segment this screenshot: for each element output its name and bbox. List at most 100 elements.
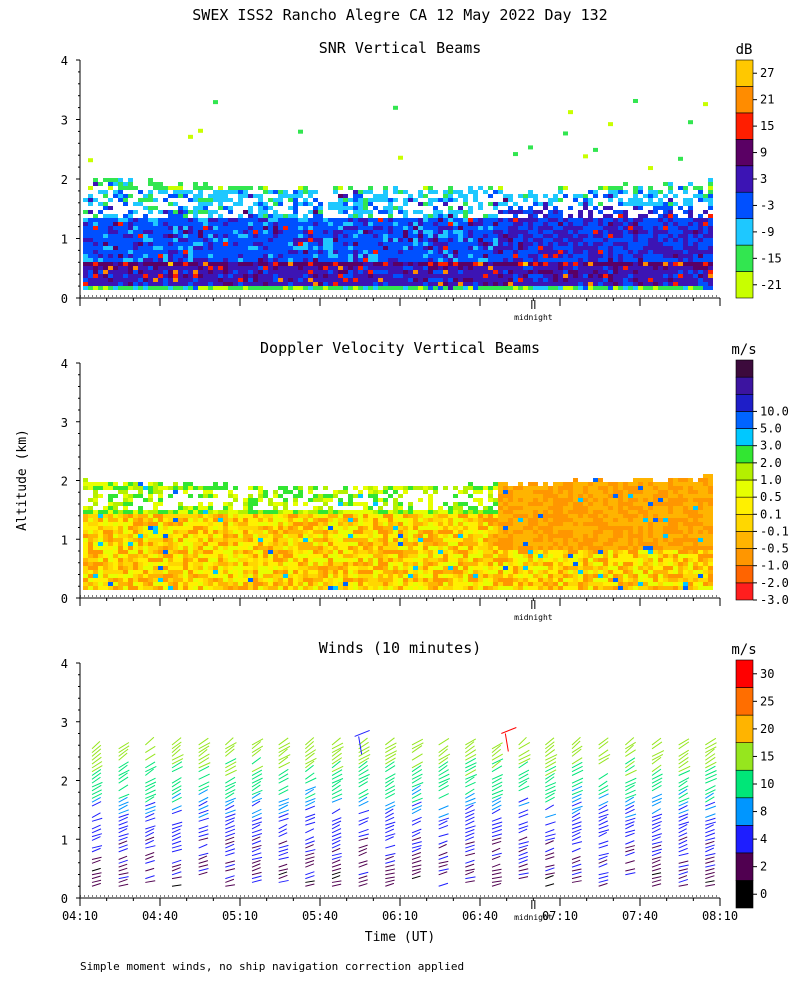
snr-cell [608, 198, 613, 202]
snr-cell [643, 202, 648, 206]
snr-cell [203, 246, 208, 250]
snr-cell [458, 246, 463, 250]
doppler-cell [258, 486, 263, 490]
snr-cell [418, 234, 423, 238]
snr-cell [138, 286, 143, 290]
snr-cell [548, 282, 553, 286]
doppler-cell [163, 586, 168, 590]
snr-cell [403, 278, 408, 282]
doppler-cell [473, 542, 478, 546]
doppler-cell [193, 510, 198, 514]
doppler-cell [133, 482, 138, 486]
snr-cell [93, 238, 98, 242]
colorbar-swatch [735, 165, 754, 193]
snr-cell [583, 262, 588, 266]
doppler-cell [473, 582, 478, 586]
snr-cell [103, 266, 108, 270]
doppler-cell [148, 542, 153, 546]
doppler-cell [93, 494, 98, 498]
doppler-cell [288, 538, 293, 542]
doppler-cell [218, 510, 223, 514]
doppler-cell [468, 514, 473, 518]
doppler-cell [433, 522, 438, 526]
doppler-cell [423, 546, 428, 550]
doppler-cell [378, 534, 383, 538]
doppler-cell [178, 530, 183, 534]
snr-cell [128, 250, 133, 254]
snr-cell [448, 246, 453, 250]
snr-cell [273, 210, 278, 214]
snr-cell [303, 214, 308, 218]
snr-cell [433, 258, 438, 262]
doppler-cell [458, 578, 463, 582]
doppler-cell [398, 502, 403, 506]
doppler-cell [458, 586, 463, 590]
snr-cell [678, 250, 683, 254]
doppler-cell [278, 558, 283, 562]
snr-cell [613, 234, 618, 238]
doppler-cell [468, 510, 473, 514]
doppler-cell [263, 578, 268, 582]
doppler-cell [228, 514, 233, 518]
snr-cell [663, 218, 668, 222]
snr-cell [108, 182, 113, 186]
doppler-cell [328, 494, 333, 498]
snr-cell [213, 222, 218, 226]
snr-cell [693, 230, 698, 234]
snr-cell [408, 230, 413, 234]
snr-cell [558, 190, 563, 194]
doppler-cell [498, 530, 503, 534]
snr-cell [543, 250, 548, 254]
doppler-cell [493, 542, 498, 546]
doppler-cell [368, 550, 373, 554]
doppler-cell [158, 498, 163, 502]
snr-cell [133, 270, 138, 274]
doppler-cell [493, 562, 498, 566]
doppler-cell [263, 490, 268, 494]
doppler-cell [443, 578, 448, 582]
doppler-cell [423, 522, 428, 526]
doppler-cell [363, 570, 368, 574]
doppler-cell [348, 538, 353, 542]
snr-cell [668, 286, 673, 290]
snr-cell [568, 282, 573, 286]
doppler-cell [493, 510, 498, 514]
doppler-cell [233, 558, 238, 562]
doppler-cell [373, 578, 378, 582]
doppler-cell [238, 514, 243, 518]
colorbar-swatch [735, 191, 754, 219]
doppler-cell [223, 538, 228, 542]
snr-cell [593, 254, 598, 258]
doppler-cell [393, 502, 398, 506]
snr-cell [233, 262, 238, 266]
doppler-cell [428, 538, 433, 542]
snr-cell [213, 218, 218, 222]
doppler-cell [328, 558, 333, 562]
snr-cell [163, 242, 168, 246]
snr-cell [333, 186, 338, 190]
snr-cell [548, 226, 553, 230]
snr-cell [323, 254, 328, 258]
doppler-cell [303, 574, 308, 578]
snr-cell [348, 258, 353, 262]
snr-cell [323, 266, 328, 270]
doppler-cell [288, 534, 293, 538]
snr-cell [118, 250, 123, 254]
snr-cell [573, 234, 578, 238]
snr-cell [573, 274, 578, 278]
doppler-cell [243, 534, 248, 538]
snr-cell [673, 194, 678, 198]
snr-cell [498, 218, 503, 222]
doppler-cell [163, 546, 168, 550]
snr-cell [593, 258, 598, 262]
doppler-cell [483, 506, 488, 510]
doppler-cell [508, 518, 513, 522]
snr-cell [163, 250, 168, 254]
doppler-cell [103, 522, 108, 526]
snr-cell [153, 274, 158, 278]
snr-cell [188, 218, 193, 222]
doppler-cell [513, 550, 518, 554]
doppler-cell [348, 526, 353, 530]
snr-cell [663, 254, 668, 258]
snr-cell [438, 286, 443, 290]
